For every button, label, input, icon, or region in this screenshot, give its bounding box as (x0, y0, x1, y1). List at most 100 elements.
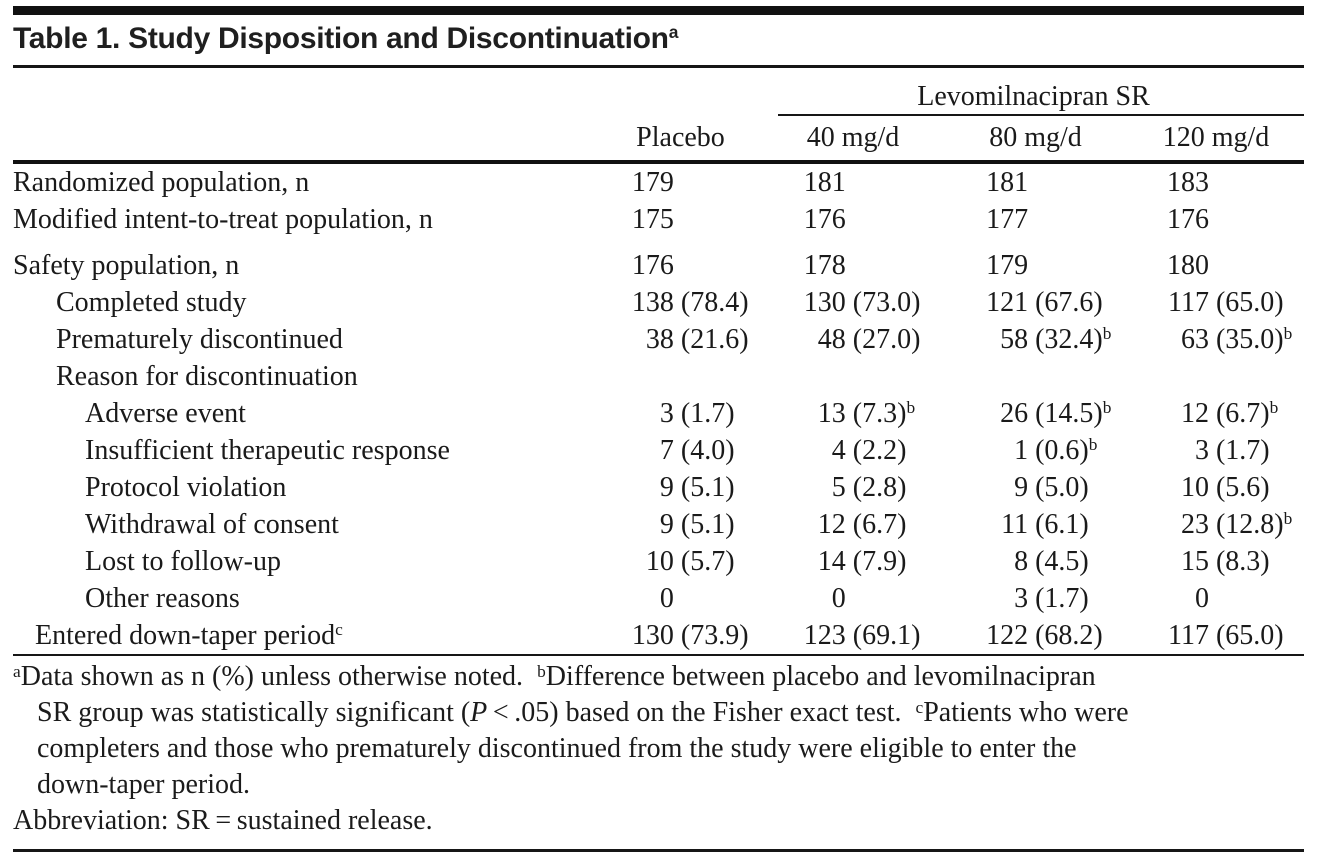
row-label: Prematurely discontinued (56, 323, 343, 355)
table-column-headers: Levomilnacipran SR Placebo 40 mg/d 80 mg… (13, 68, 1304, 160)
value-count: 9 (1014, 471, 1029, 503)
value-percent: (2.8) (852, 471, 907, 503)
table-row: Lost to follow-up 10 (5.7) 14 (7.9) 8 (4.5) 15(… (13, 543, 1304, 580)
footnote-line: SR group was statistically significant (… (37, 697, 1129, 728)
value-percent: (65.0) (1215, 619, 1284, 651)
row-label: Other reasons (85, 582, 240, 614)
value-percent: (4.0) (680, 434, 735, 466)
value-count: 48 (817, 323, 846, 355)
value-count: 175 (631, 203, 674, 235)
value-percent: (67.6) (1035, 286, 1103, 318)
value-percent: (69.1) (852, 619, 921, 651)
value-count: 3 (659, 397, 674, 429)
footnote-marker-superscript: b (537, 661, 546, 681)
value-cell: 138 (78.4) (598, 284, 763, 321)
value-cell: 11 (6.1) (943, 506, 1128, 543)
value-percent: (78.4) (680, 286, 749, 318)
value-cell: 175 (598, 201, 763, 238)
value-count: 176 (631, 249, 674, 281)
value-cell: 180 (1128, 247, 1304, 284)
value-count: 178 (803, 249, 846, 281)
value-cell: 12 (6.7) (763, 506, 943, 543)
value-count: 123 (803, 619, 846, 651)
value-count: 176 (803, 203, 846, 235)
value-percent (846, 247, 943, 284)
value-percent: (73.9) (680, 619, 749, 651)
value-percent: (8.3) (1215, 545, 1270, 577)
footnote-line: completers and those who prematurely dis… (37, 733, 1077, 764)
value-count: 10 (645, 545, 674, 577)
italic-p-value-symbol: P (470, 697, 488, 728)
value-count: 0 (659, 582, 674, 614)
value-count: 181 (986, 166, 1029, 198)
footnote-marker-superscript: c (915, 697, 924, 717)
value-count: 121 (986, 286, 1029, 318)
value-cell: 130 (73.0) (763, 284, 943, 321)
value-cell: 26 (14.5)b (943, 395, 1128, 432)
value-count: 12 (1180, 397, 1209, 429)
value-count: 5 (831, 471, 846, 503)
value-percent: (32.4)b (1035, 323, 1112, 355)
value-count: 180 (1166, 249, 1209, 281)
value-percent (846, 201, 943, 238)
column-group-header: Levomilnacipran SR (917, 80, 1150, 112)
value-count: 122 (986, 619, 1029, 651)
value-cell: 9 (5.1) (598, 506, 763, 543)
significance-superscript: b (1102, 324, 1112, 344)
value-percent (1028, 247, 1128, 284)
table-row: Reason for discontinuation (13, 358, 1304, 395)
table-top-bar (13, 6, 1304, 15)
value-percent (674, 247, 763, 284)
value-percent: (2.2) (852, 434, 907, 466)
value-count: 181 (803, 166, 846, 198)
value-count: 10 (1180, 471, 1209, 503)
value-cell: 48 (27.0) (763, 321, 943, 358)
value-percent (674, 580, 763, 617)
value-percent (1209, 164, 1304, 201)
significance-superscript: b (1283, 509, 1293, 529)
table-row: Protocol violation 9 (5.1) 5 (2.8) 9 (5.0) 10 (5… (13, 469, 1304, 506)
value-count: 0 (1194, 582, 1209, 614)
value-count: 0 (831, 582, 846, 614)
value-cell: 179 (598, 164, 763, 201)
row-label: Safety population, n (13, 249, 240, 281)
row-label: Reason for discontinuation (56, 360, 358, 392)
value-percent: (27.0) (852, 323, 921, 355)
table-row: Entered down-taper periodc 130 (73.9) 123 (6… (13, 617, 1304, 654)
value-count: 183 (1166, 166, 1209, 198)
value-percent: (68.2) (1035, 619, 1103, 651)
value-cell: 122 (68.2) (943, 617, 1128, 654)
value-count: 11 (1001, 508, 1029, 540)
value-cell: 0 (1128, 580, 1304, 617)
value-percent: (12.8)b (1215, 508, 1293, 540)
table-title-text: Table 1. Study Disposition and Discontin… (13, 22, 669, 55)
value-cell: 183 (1128, 164, 1304, 201)
row-label: Protocol violation (85, 471, 287, 503)
value-cell: 123 (69.1) (763, 617, 943, 654)
value-percent (674, 201, 763, 238)
value-percent: (21.6) (680, 323, 749, 355)
row-label: Adverse event (85, 397, 246, 429)
footnote-line: aData shown as n (%) unless otherwise no… (13, 661, 1096, 692)
value-count: 38 (645, 323, 674, 355)
value-cell: 14 (7.9) (763, 543, 943, 580)
value-count: 130 (631, 619, 674, 651)
table-footnotes: aData shown as n (%) unless otherwise no… (13, 659, 1304, 839)
value-count: 23 (1180, 508, 1209, 540)
value-count: 63 (1180, 323, 1209, 355)
value-count: 9 (659, 508, 674, 540)
table-row: Completed study 138 (78.4) 130 (73.0) 121 (67.… (13, 284, 1304, 321)
value-percent: (5.1) (680, 508, 735, 540)
value-count: 58 (1000, 323, 1029, 355)
title-divider-rule (13, 65, 1304, 68)
value-count: 7 (659, 434, 674, 466)
row-label: Modified intent-to-treat population, n (13, 203, 433, 235)
table-row: Safety population, n 176 178 179 180 (13, 247, 1304, 284)
column-group-underline (778, 113, 1304, 116)
value-cell: 0 (598, 580, 763, 617)
value-percent: (1.7) (1215, 434, 1270, 466)
value-cell: 9 (5.0) (943, 469, 1128, 506)
row-label: Lost to follow-up (85, 545, 281, 577)
value-cell: 176 (598, 247, 763, 284)
value-percent: (14.5)b (1035, 397, 1112, 429)
